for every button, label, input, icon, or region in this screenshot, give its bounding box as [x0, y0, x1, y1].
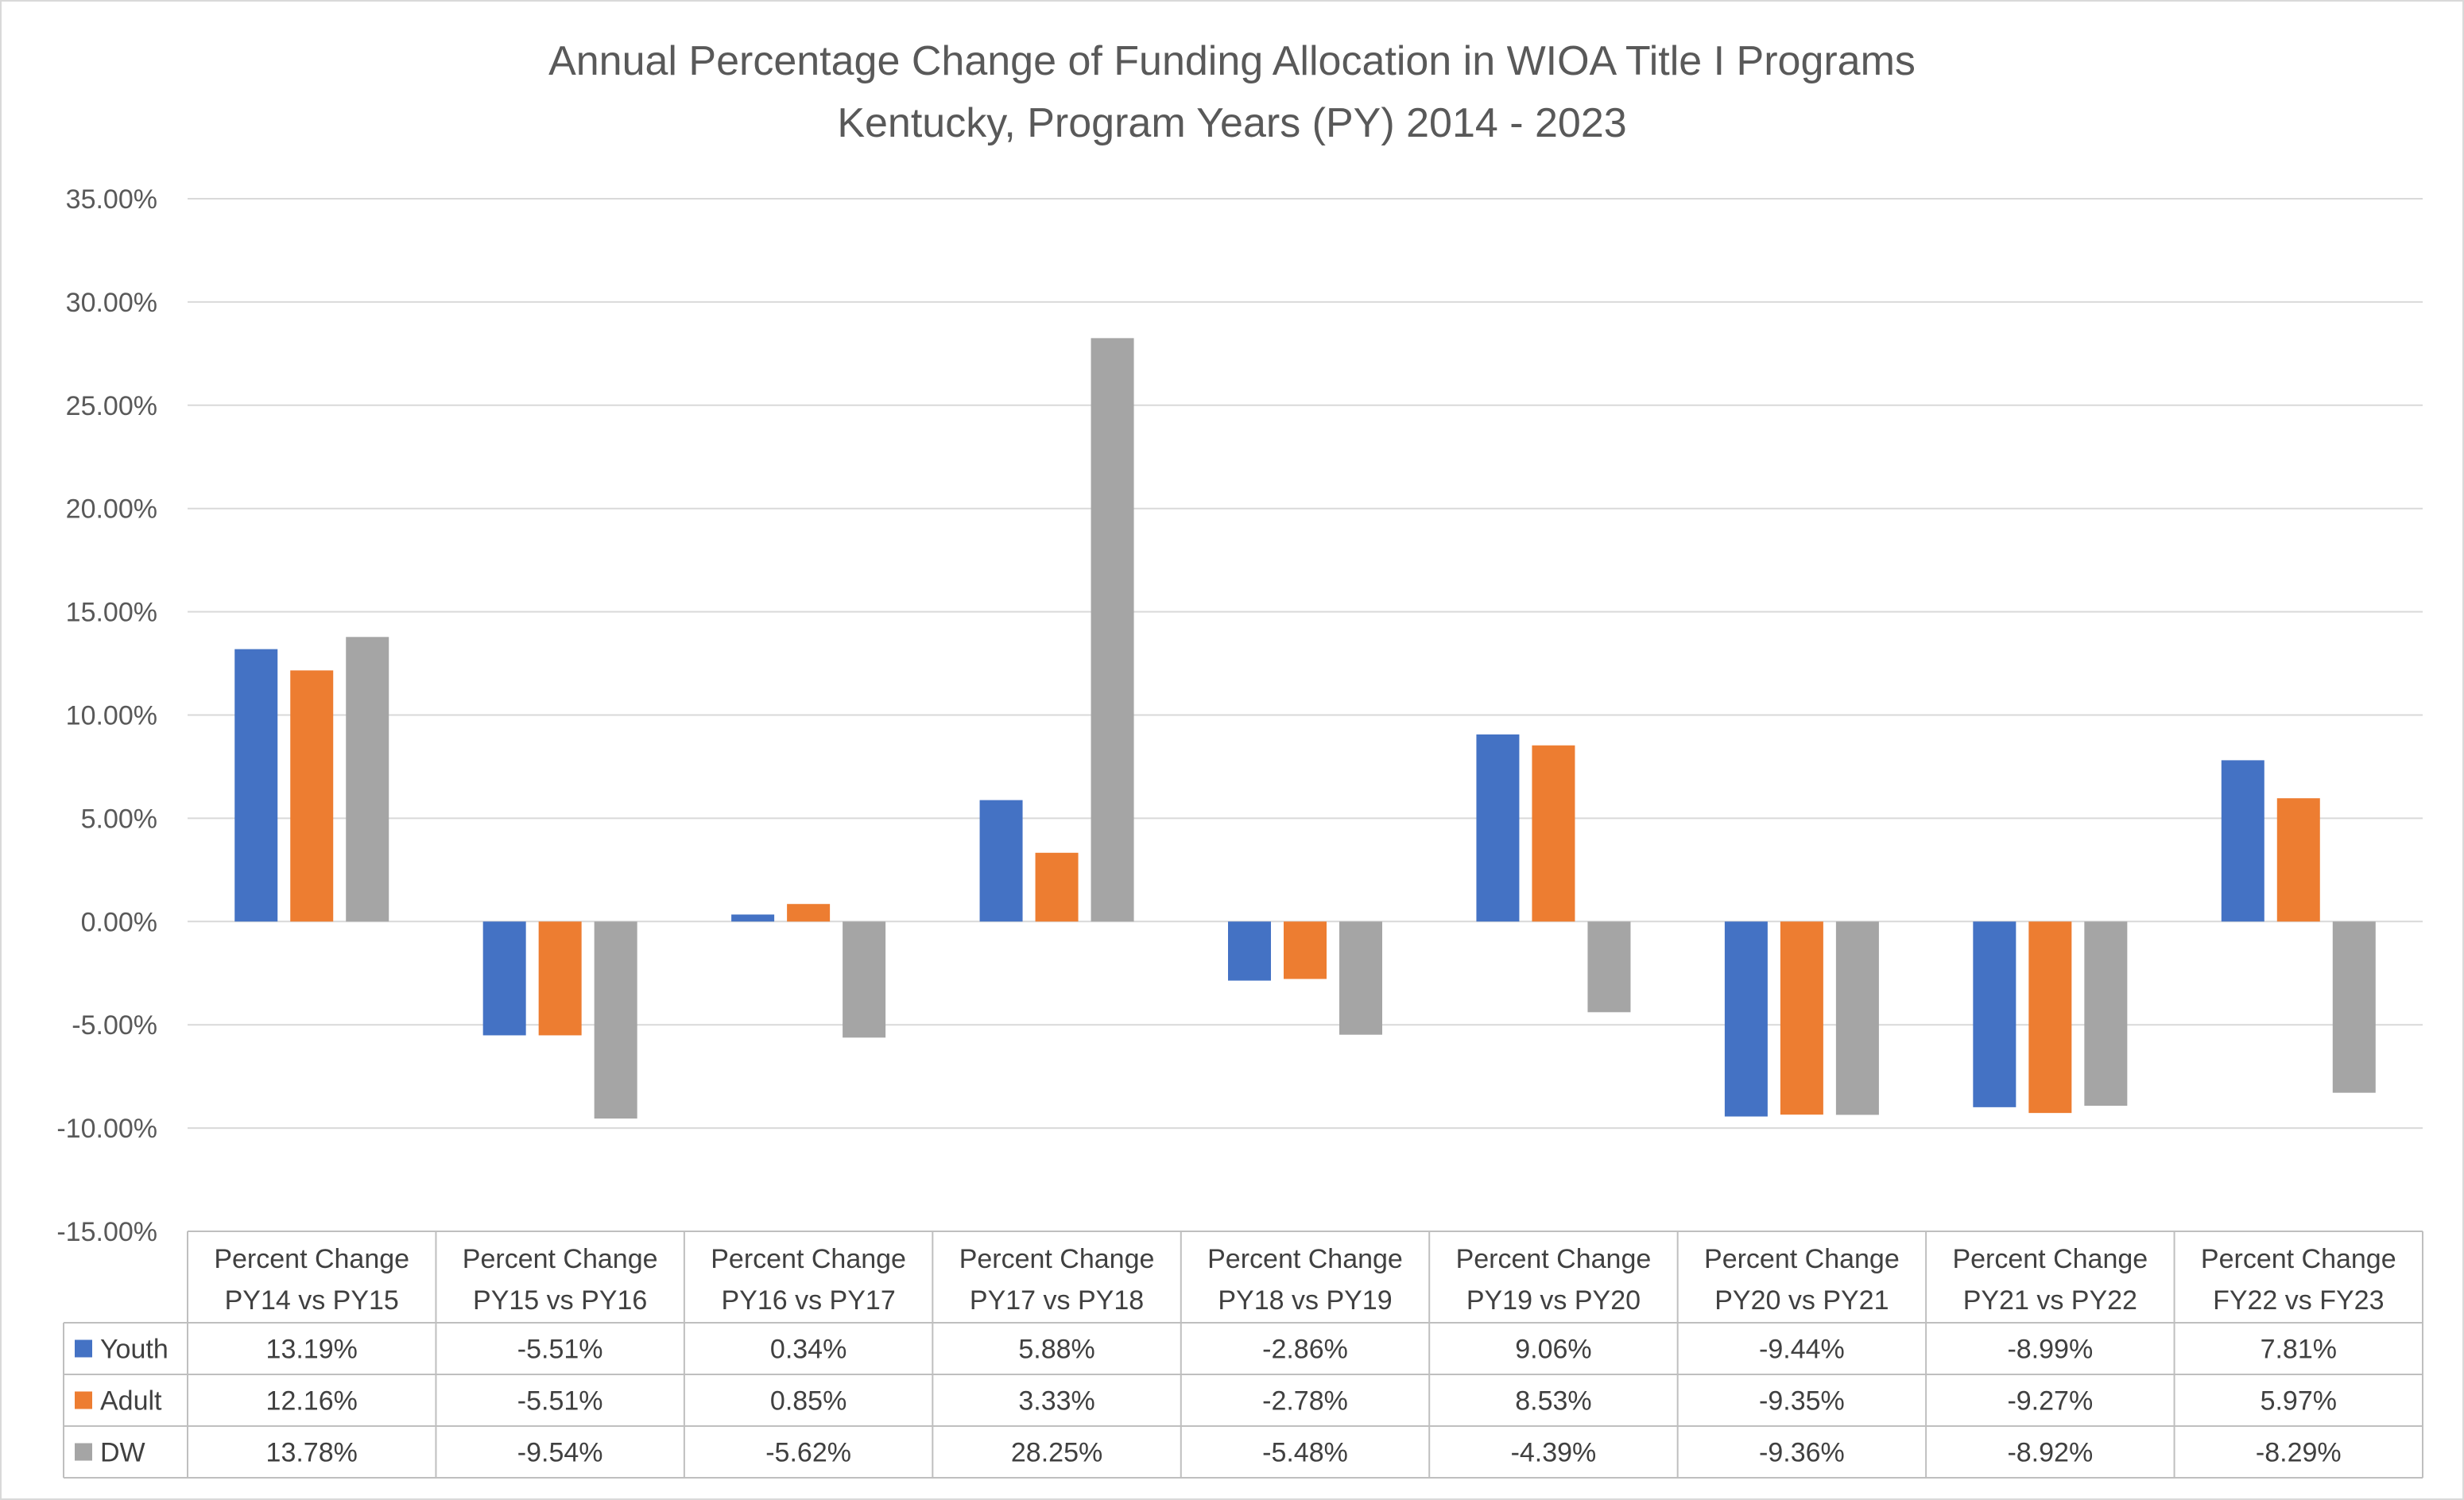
bar-dw [1091, 338, 1134, 922]
category-label: Percent Change [959, 1244, 1155, 1274]
bar-dw [1587, 921, 1631, 1013]
y-tick-label: 30.00% [66, 288, 157, 318]
category-label: Percent Change [1207, 1244, 1403, 1274]
y-tick-label: -15.00% [56, 1217, 157, 1247]
bar-youth [234, 649, 278, 922]
y-tick-label: 25.00% [66, 391, 157, 421]
bar-youth [2221, 760, 2264, 922]
table-cell-value: -5.48% [1262, 1438, 1348, 1468]
category-label: PY18 vs PY19 [1218, 1285, 1392, 1316]
table-cell-value: 0.34% [770, 1335, 847, 1365]
y-tick-label: 10.00% [66, 701, 157, 731]
table-cell-value: 5.97% [2261, 1386, 2337, 1417]
bar-adult [538, 921, 582, 1036]
bar-youth [1228, 921, 1271, 981]
table-cell-value: -5.51% [517, 1386, 603, 1417]
bar-dw [594, 921, 637, 1119]
category-label: Percent Change [1456, 1244, 1652, 1274]
bar-adult [1532, 745, 1575, 922]
y-tick-label: 0.00% [81, 907, 157, 937]
bar-dw [2084, 921, 2128, 1107]
table-cell-value: -9.35% [1759, 1386, 1845, 1417]
bar-adult [787, 904, 831, 922]
bar-dw [1339, 921, 1382, 1035]
bar-dw [843, 921, 886, 1038]
bar-dw [346, 637, 389, 922]
legend-swatch-dw [75, 1443, 92, 1461]
bar-adult [1780, 921, 1823, 1115]
legend-label-adult: Adult [100, 1386, 162, 1417]
bar-adult [1284, 921, 1327, 979]
table-cell-value: 13.19% [266, 1335, 358, 1365]
chart-title: Annual Percentage Change of Funding Allo… [548, 38, 1916, 84]
table-cell-value: 8.53% [1515, 1386, 1591, 1417]
category-label: Percent Change [1952, 1244, 2148, 1274]
bar-youth [1724, 921, 1768, 1117]
y-tick-label: 15.00% [66, 598, 157, 628]
table-cell-value: -8.29% [2256, 1438, 2342, 1468]
table-cell-value: 7.81% [2261, 1335, 2337, 1365]
category-label: FY22 vs FY23 [2213, 1285, 2384, 1316]
table-cell-value: -5.51% [517, 1335, 603, 1365]
table-cell-value: -4.39% [1511, 1438, 1597, 1468]
table-cell-value: 13.78% [266, 1438, 358, 1468]
category-label: PY21 vs PY22 [1963, 1285, 2137, 1316]
category-label: Percent Change [2201, 1244, 2396, 1274]
table-cell-value: -9.27% [2007, 1386, 2093, 1417]
chart-subtitle: Kentucky, Program Years (PY) 2014 - 2023 [837, 100, 1626, 146]
y-tick-label: 20.00% [66, 494, 157, 525]
bar-adult [2276, 798, 2320, 922]
bar-youth [979, 800, 1023, 922]
category-label: PY19 vs PY20 [1466, 1285, 1641, 1316]
data-table: Percent Change PY14 vs PY15 Percent Change… [63, 1231, 2423, 1479]
legend-swatch-adult [75, 1391, 92, 1409]
y-tick-label: -10.00% [56, 1114, 157, 1144]
category-label: PY14 vs PY15 [225, 1285, 399, 1316]
table-cell-value: -8.92% [2007, 1438, 2093, 1468]
y-tick-label: 5.00% [81, 804, 157, 834]
bars [234, 338, 2376, 1119]
bar-youth [1476, 734, 1520, 922]
bar-youth [731, 914, 775, 922]
category-label: PY16 vs PY17 [721, 1285, 895, 1316]
bar-adult [2028, 921, 2072, 1114]
category-label: Percent Change [711, 1244, 906, 1274]
table-cell-value: -9.36% [1759, 1438, 1845, 1468]
legend-swatch-youth [75, 1339, 92, 1358]
bar-adult [290, 670, 334, 922]
legend-label-dw: DW [100, 1438, 145, 1468]
bar-youth [482, 921, 526, 1036]
category-label: Percent Change [214, 1244, 409, 1274]
y-axis-tick-labels: 35.00% 30.00% 25.00% 20.00% 15.00% 10.00% 5.00… [56, 184, 157, 1247]
y-tick-label: 35.00% [66, 184, 157, 215]
table-cell-value: 3.33% [1018, 1386, 1094, 1417]
table-cell-value: -9.44% [1759, 1335, 1845, 1365]
category-label: PY15 vs PY16 [473, 1285, 647, 1316]
table-cell-value: -8.99% [2007, 1335, 2093, 1365]
category-label: PY17 vs PY18 [970, 1285, 1144, 1316]
bar-dw [1835, 921, 1879, 1115]
table-cell-value: -5.62% [765, 1438, 851, 1468]
category-label: Percent Change [1704, 1244, 1900, 1274]
category-label: Percent Change [463, 1244, 658, 1274]
bar-youth [1973, 921, 2017, 1107]
table-cell-value: -2.78% [1262, 1386, 1348, 1417]
table-cell-value: 5.88% [1018, 1335, 1094, 1365]
table-cell-value: -2.86% [1262, 1335, 1348, 1365]
category-label: PY20 vs PY21 [1714, 1285, 1889, 1316]
table-cell-value: 28.25% [1011, 1438, 1102, 1468]
legend-label-youth: Youth [100, 1335, 169, 1365]
table-cell-value: 12.16% [266, 1386, 358, 1417]
y-tick-label: -5.00% [72, 1010, 157, 1041]
bar-adult [1035, 852, 1079, 922]
table-cell-value: 9.06% [1515, 1335, 1591, 1365]
bar-dw [2332, 921, 2376, 1093]
table-cell-value: 0.85% [770, 1386, 847, 1417]
table-cell-value: -9.54% [517, 1438, 603, 1468]
